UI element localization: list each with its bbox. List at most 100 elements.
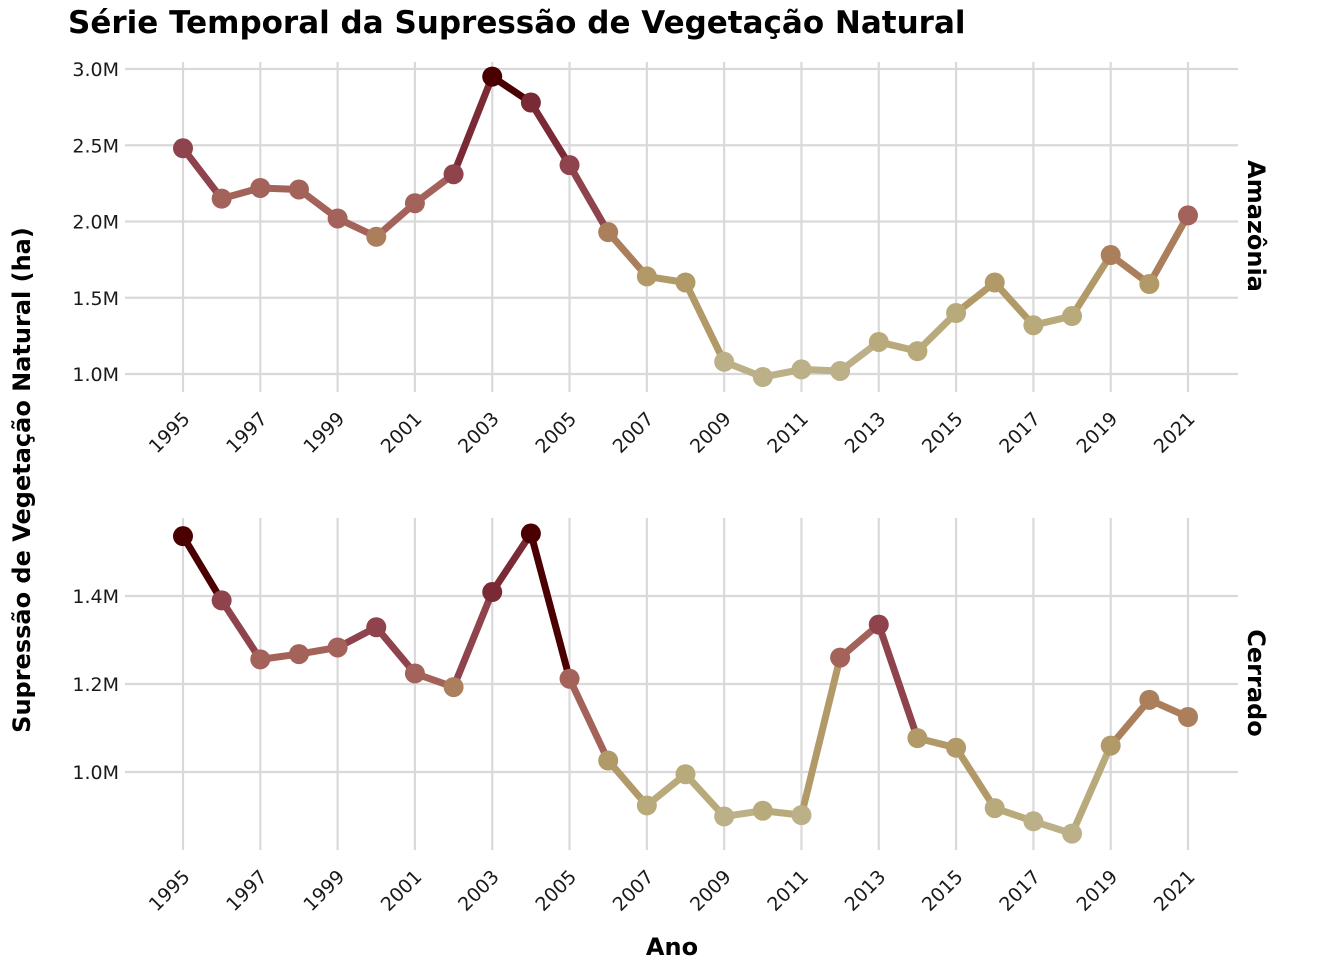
data-point: [520, 523, 541, 544]
data-point: [482, 66, 503, 87]
data-point: [1062, 823, 1083, 844]
data-point: [1100, 245, 1121, 266]
series-line-segment: [1068, 742, 1115, 838]
data-point: [636, 266, 657, 287]
data-point: [482, 582, 503, 603]
data-point: [288, 644, 309, 665]
x-tick-label: 2009: [686, 408, 736, 458]
x-tick-label: 2019: [1072, 408, 1122, 458]
x-tick-label: 2015: [918, 866, 968, 916]
data-point: [946, 737, 967, 758]
data-point: [1100, 735, 1121, 756]
series-line-segment: [1068, 251, 1115, 320]
data-point: [868, 331, 889, 352]
data-point: [1023, 315, 1044, 336]
x-tick-label: 2009: [686, 866, 736, 916]
series-line-segment: [682, 279, 728, 366]
facet-label: Amazônia: [1242, 160, 1270, 292]
data-point: [443, 677, 464, 698]
data-point: [1139, 689, 1160, 710]
series-line-segment: [566, 161, 612, 236]
data-point: [1139, 274, 1160, 295]
data-point: [598, 750, 619, 771]
data-point: [984, 272, 1005, 293]
x-tick-label: 2011: [763, 866, 813, 916]
x-tick-label: 1999: [299, 866, 349, 916]
data-point: [907, 341, 928, 362]
x-tick-label: 1995: [145, 408, 195, 458]
x-tick-label: 2007: [609, 866, 659, 916]
x-tick-label: 2017: [995, 408, 1045, 458]
data-point: [984, 798, 1005, 819]
data-point: [250, 649, 271, 670]
x-tick-label: 2021: [1150, 866, 1200, 916]
series-line-segment: [527, 530, 574, 683]
y-tick-label: 3.0M: [72, 59, 119, 81]
data-point: [173, 138, 193, 159]
series-line-segment: [797, 654, 844, 819]
x-tick-label: 2011: [763, 408, 813, 458]
series-line-segment: [1145, 211, 1192, 288]
data-point: [598, 222, 619, 243]
data-point: [1178, 707, 1198, 727]
data-point: [404, 193, 425, 214]
data-point: [559, 668, 580, 689]
data-point: [1062, 306, 1083, 327]
y-tick-label: 1.5M: [72, 288, 119, 310]
data-point: [327, 208, 348, 229]
data-point: [675, 764, 696, 785]
data-point: [714, 806, 735, 827]
data-point: [520, 92, 541, 113]
series-line-segment: [372, 623, 419, 677]
x-tick-label: 2003: [454, 408, 504, 458]
x-tick-label: 1997: [222, 866, 272, 916]
data-point: [1023, 811, 1044, 832]
series-line-segment: [450, 588, 496, 691]
panel-cerrado: 1.0M 1.2M 1.4M 1995 1997 1999 2001 2003 2005 2007…: [72, 518, 1270, 916]
panel-amazonia: 1.0M 1.5M 2.0M 2.5M 3.0M 1995 1997 1999 2001 2003…: [72, 59, 1270, 458]
data-point: [211, 188, 232, 209]
data-point: [714, 351, 735, 372]
y-axis-title: Supressão de Vegetação Natural (ha): [8, 227, 36, 733]
data-point: [830, 360, 851, 381]
x-tick-label: 1995: [145, 866, 195, 916]
series-line-segment: [179, 144, 226, 203]
data-point: [559, 155, 580, 176]
data-point: [211, 590, 232, 611]
y-tick-label: 2.5M: [72, 135, 119, 157]
x-tick-label: 2019: [1072, 866, 1122, 916]
y-tick-label: 1.4M: [72, 586, 119, 608]
data-point: [250, 177, 271, 198]
data-point: [791, 359, 812, 380]
chart-title: Série Temporal da Supressão de Vegetação…: [68, 5, 966, 41]
x-tick-label: 2007: [609, 408, 659, 458]
y-tick-label: 1.0M: [72, 762, 119, 784]
data-point: [946, 303, 967, 323]
y-tick-label: 1.0M: [72, 364, 119, 386]
x-tick-label: 2017: [995, 866, 1045, 916]
data-point: [443, 164, 464, 185]
series-line-segment: [218, 596, 264, 663]
series-line-segment: [566, 675, 612, 765]
data-point: [830, 647, 851, 668]
series-line-segment: [527, 99, 574, 169]
series-line-segment: [450, 73, 496, 178]
series-line-segment: [875, 621, 921, 742]
x-tick-label: 2005: [531, 866, 581, 916]
x-tick-label: 2015: [918, 408, 968, 458]
series-line-segment: [952, 744, 999, 812]
x-tick-label: 2005: [531, 408, 581, 458]
x-tick-label: 2021: [1150, 408, 1200, 458]
x-tick-label: 2013: [841, 866, 891, 916]
x-tick-label: 2001: [377, 408, 427, 458]
data-point: [907, 728, 928, 749]
x-tick-label: 1997: [222, 408, 272, 458]
series-line-segment: [179, 532, 226, 604]
data-point: [675, 272, 696, 293]
series-line-segment: [488, 530, 535, 596]
data-point: [636, 795, 657, 816]
data-point: [752, 367, 773, 388]
data-point: [1178, 205, 1198, 226]
x-tick-label: 2013: [841, 408, 891, 458]
